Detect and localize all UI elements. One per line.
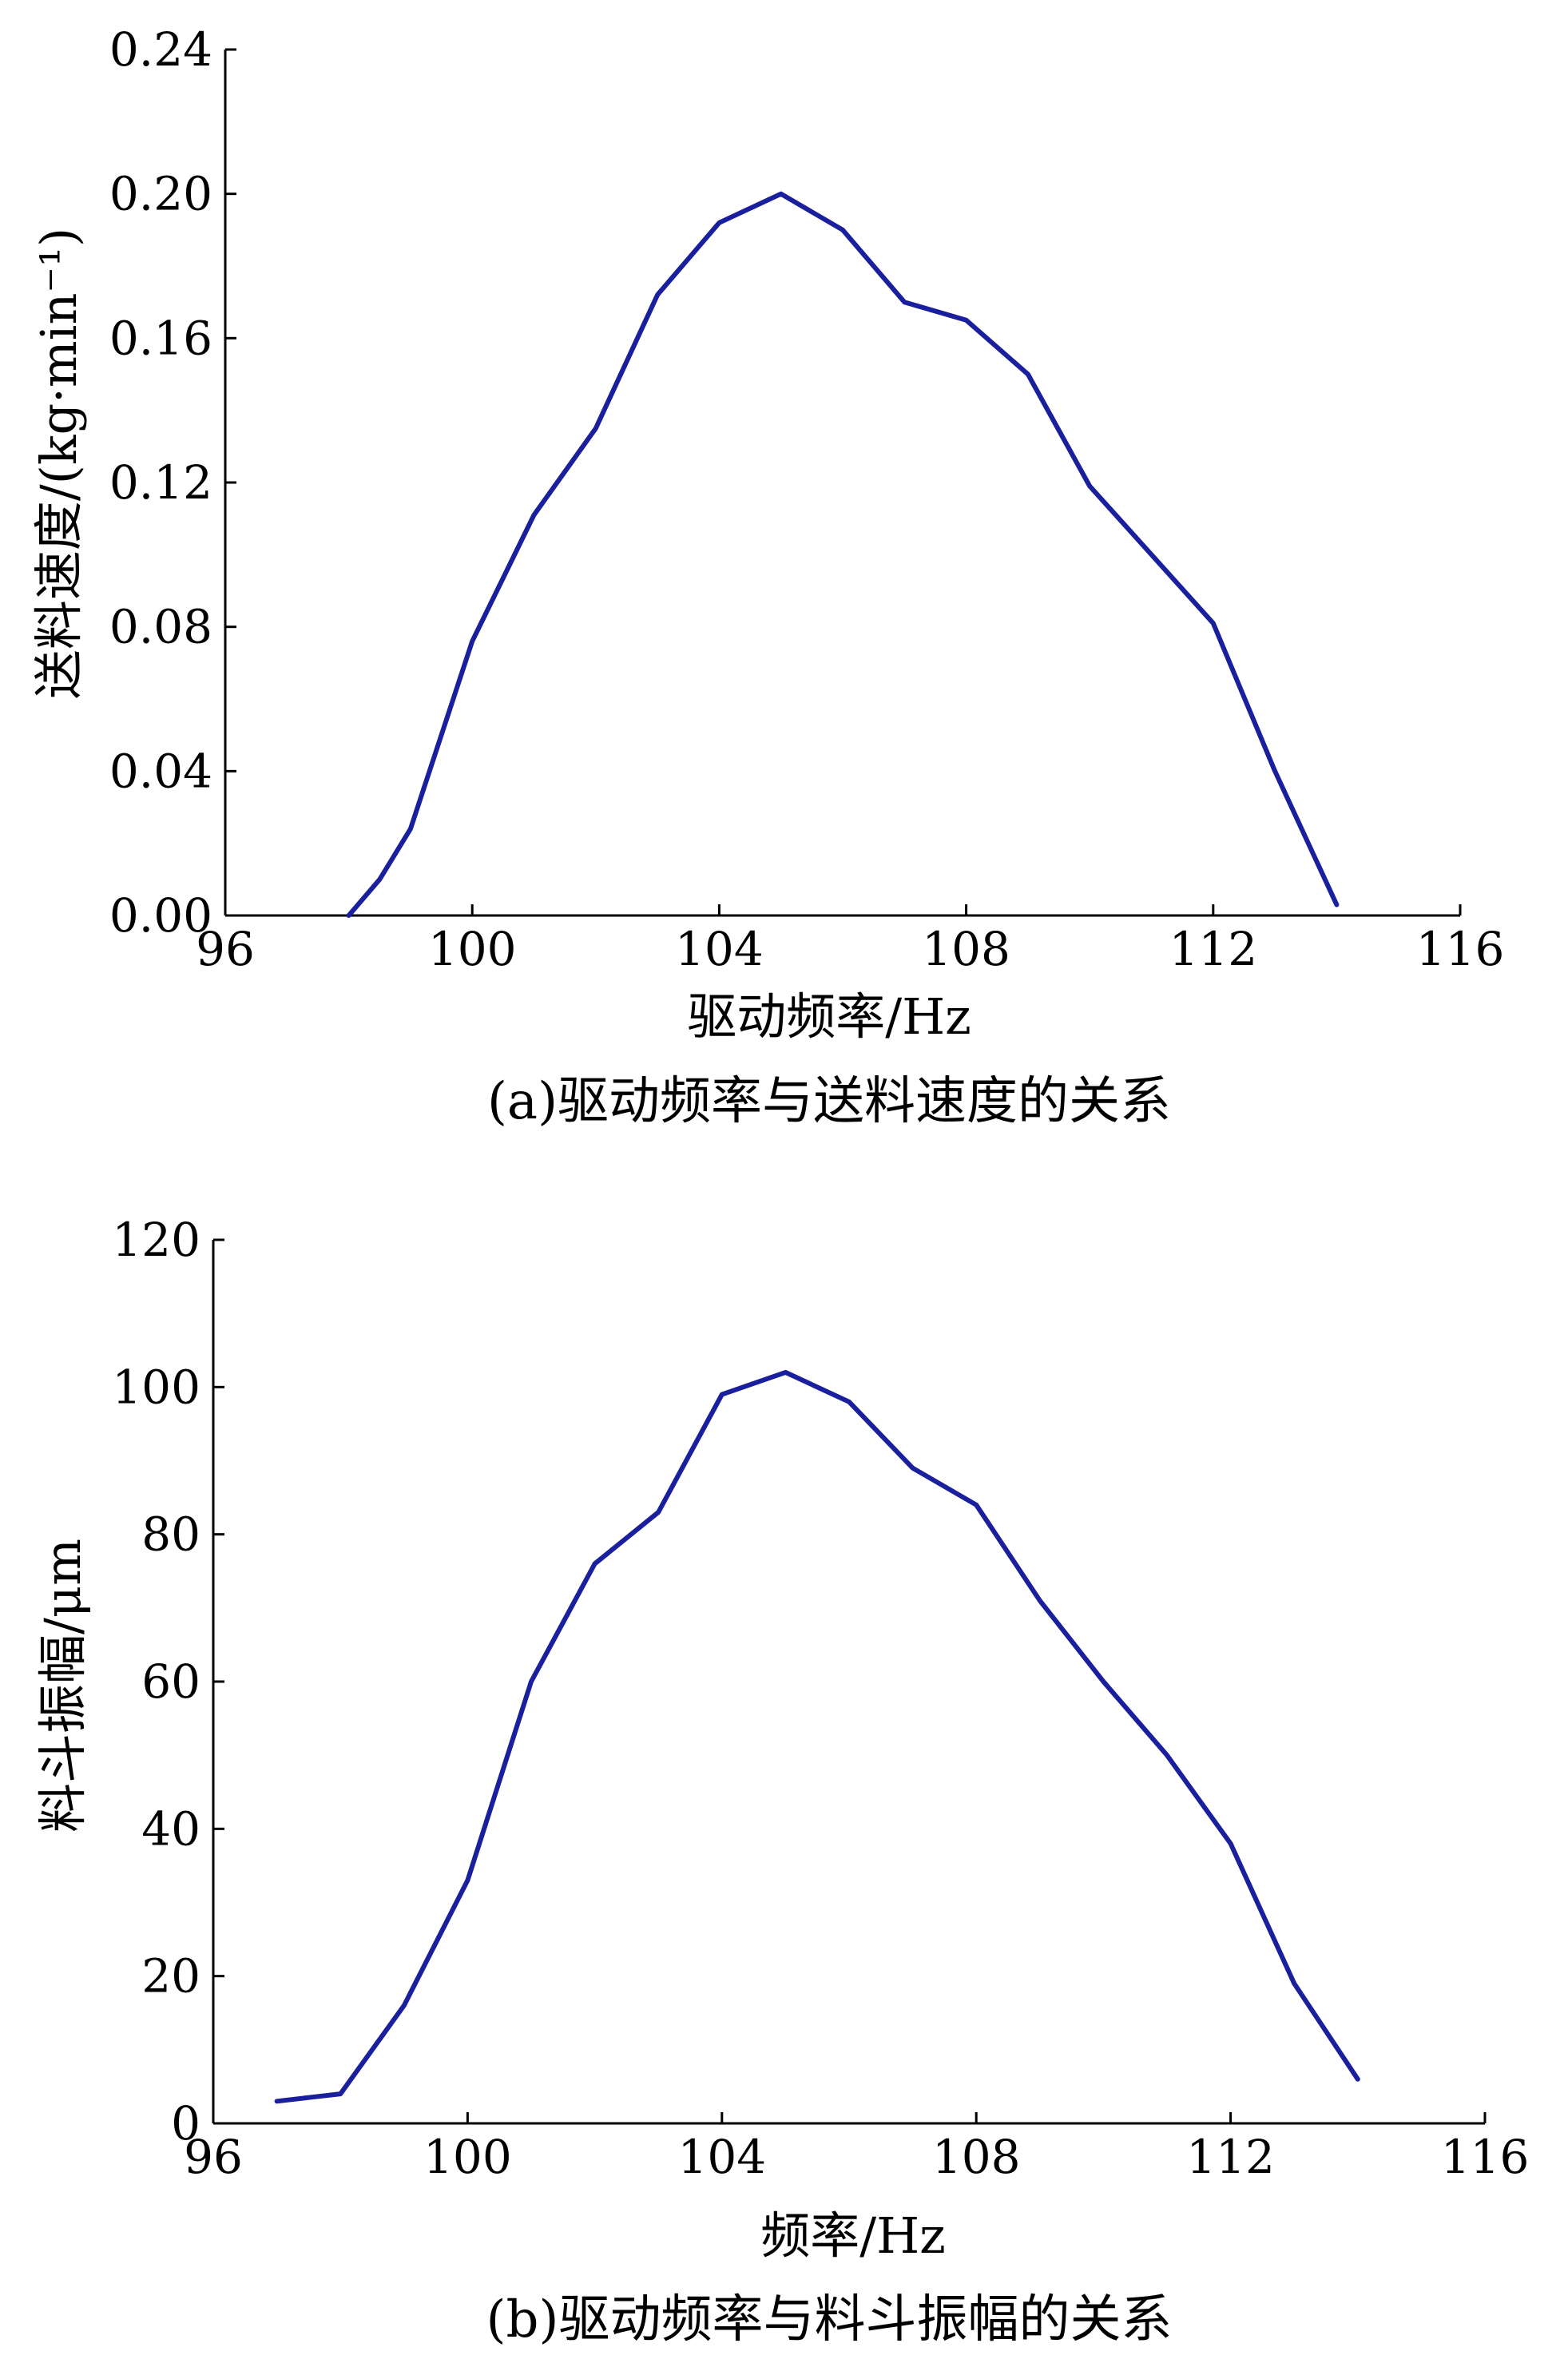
chart-b-x-tick-label: 108: [932, 2130, 1021, 2184]
chart-b-y-tick-label: 20: [141, 1949, 200, 2004]
chart-a-y-tick-label: 0.04: [109, 744, 212, 798]
chart-b-x-tick-label: 100: [423, 2130, 512, 2184]
chart-b-y-tick-label: 0: [171, 2096, 200, 2151]
chart-a-y-tick-label: 0.08: [109, 600, 212, 654]
chart-a-x-axis-title: 驱动频率/Hz: [687, 987, 971, 1046]
chart-a-x-tick-label: 104: [675, 922, 764, 976]
chart-a-y-tick-label: 0.00: [109, 888, 212, 943]
chart-b-y-tick-label: 100: [112, 1360, 200, 1414]
chart-a-x-ticks: 96 100 104 108 112 116: [196, 904, 1504, 976]
chart-a-y-axis-title: 送料速度/(kg·min⁻¹): [30, 228, 88, 699]
chart-a-y-tick-label: 0.16: [109, 311, 212, 365]
chart-b-x-axis-title: 频率/Hz: [760, 2206, 946, 2265]
chart-b-y-axis-title: 料斗振幅/μm: [34, 1539, 92, 1833]
chart-a-series-line: [346, 191, 1340, 918]
chart-b-x-tick-label: 116: [1441, 2130, 1530, 2184]
chart-b-x-tick-label: 96: [184, 2130, 243, 2184]
chart-a-x-tick-label: 108: [922, 922, 1010, 976]
chart-b-series-line: [274, 1369, 1360, 2104]
chart-a-x-tick-label: 112: [1169, 922, 1257, 976]
chart-b-x-tick-label: 112: [1186, 2130, 1275, 2184]
chart-b-y-tick-label: 120: [112, 1213, 200, 1267]
chart-a-x-tick-label: 96: [196, 922, 255, 976]
chart-b-y-tick-label: 40: [141, 1801, 200, 1856]
chart-b-x-tick-label: 104: [677, 2130, 766, 2184]
chart-a-y-ticks: 0.00 0.04 0.08 0.12 0.16 0.20 0.24: [109, 22, 236, 943]
chart-b-y-ticks: 0 20 40 60 80 100 120: [112, 1213, 224, 2151]
chart-a-y-tick-label: 0.20: [109, 167, 212, 221]
chart-a-y-tick-label: 0.24: [109, 22, 212, 77]
chart-a-x-tick-label: 100: [428, 922, 517, 976]
chart-b-y-tick-label: 60: [141, 1654, 200, 1709]
chart-b-y-tick-label: 80: [141, 1507, 200, 1562]
chart-a: 96 100 104 108 112 116 0.000.040.080.120.160.…: [30, 22, 1504, 1131]
chart-a-x-tick-label: 116: [1416, 922, 1505, 976]
chart-a-y-tick-label: 0.12: [109, 455, 212, 510]
chart-b-x-ticks: 96 100 104 108 112 116: [184, 2112, 1529, 2184]
chart-a-caption: (a)驱动频率与送料速度的关系: [487, 1072, 1171, 1131]
chart-b-caption: (b)驱动频率与料斗振幅的关系: [486, 2290, 1173, 2349]
